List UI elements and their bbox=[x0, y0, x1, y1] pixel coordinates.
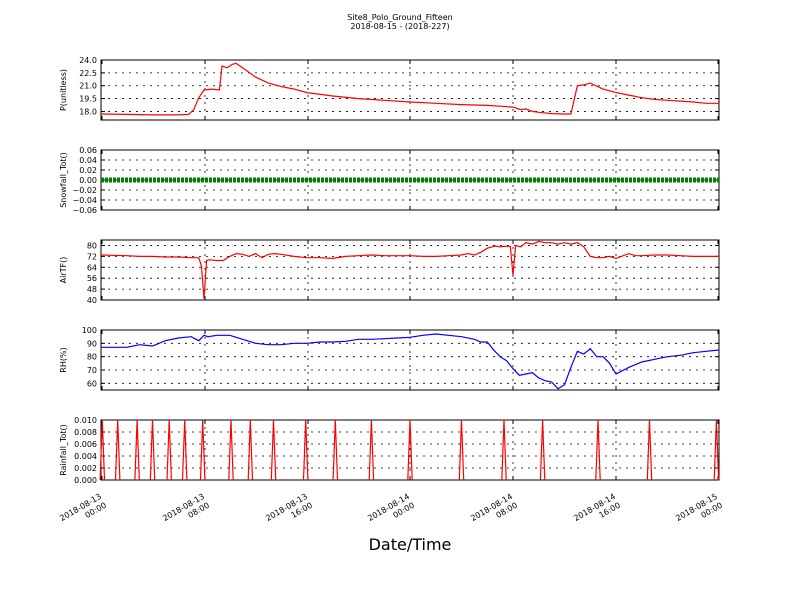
rain-spike bbox=[149, 419, 156, 481]
y-tick-label: 90 bbox=[87, 339, 97, 348]
rain-spike bbox=[166, 419, 172, 481]
y-tick-label: 40 bbox=[87, 296, 97, 305]
y-tick-label: 56 bbox=[87, 274, 97, 283]
rain-spike bbox=[228, 419, 234, 481]
y-tick-label: 0.04 bbox=[79, 156, 97, 165]
figure-subtitle: 2018-08-15 - (2018-227) bbox=[350, 22, 449, 31]
y-tick-label: 72 bbox=[87, 252, 97, 261]
y-tick-label: 60 bbox=[87, 379, 97, 388]
rain-spike bbox=[247, 419, 254, 481]
y-tick-label: 70 bbox=[87, 366, 97, 375]
rain-spike bbox=[99, 419, 106, 481]
rain-spike bbox=[181, 419, 188, 481]
rain-spike bbox=[114, 419, 121, 481]
y-axis-label: Snowfall_Tot() bbox=[59, 152, 68, 208]
rain-spike bbox=[501, 419, 507, 481]
y-tick-label: 0.002 bbox=[74, 464, 97, 473]
y-tick-label: 18.0 bbox=[79, 107, 97, 116]
y-tick-label: −0.04 bbox=[72, 196, 97, 205]
y-tick-label: 0.00 bbox=[79, 176, 97, 185]
y-tick-label: 24.0 bbox=[79, 56, 97, 65]
rain-spike bbox=[646, 419, 653, 481]
y-tick-label: 0.000 bbox=[74, 476, 97, 485]
figure-title: Site8_Polo_Ground_Fifteen bbox=[347, 13, 452, 22]
y-tick-label: 64 bbox=[87, 263, 97, 272]
y-tick-label: 19.5 bbox=[79, 95, 97, 104]
panel-1: 18.0 19.5 21.0 22.5 24.0 P(unitless) bbox=[59, 56, 720, 121]
y-tick-label: 80 bbox=[87, 241, 97, 250]
rain-spike bbox=[199, 419, 206, 481]
y-axis-label: RH(%) bbox=[59, 347, 68, 372]
rain-spike bbox=[539, 419, 546, 481]
y-tick-label: 48 bbox=[87, 285, 97, 294]
y-tick-label: 22.5 bbox=[79, 69, 97, 78]
y-tick-label: 0.006 bbox=[74, 440, 97, 449]
rain-spike bbox=[332, 419, 339, 481]
panel-4: 60 70 80 90 100 RH(%) bbox=[59, 326, 720, 391]
rain-spike bbox=[270, 419, 277, 481]
y-tick-label: 0.008 bbox=[74, 428, 97, 437]
rain-spike bbox=[595, 419, 601, 481]
y-tick-label: −0.06 bbox=[72, 206, 97, 215]
y-tick-label: 0.02 bbox=[79, 166, 97, 175]
y-tick-label: 0.06 bbox=[79, 146, 97, 155]
panel-3: 40 48 56 64 72 80 AirTF() bbox=[59, 239, 720, 305]
y-tick-label: 21.0 bbox=[79, 82, 97, 91]
y-tick-label: 80 bbox=[87, 353, 97, 362]
y-tick-label: 100 bbox=[82, 326, 97, 335]
panel-2: −0.06−0.04−0.020.000.020.040.06 Snowfall_… bbox=[59, 146, 720, 215]
y-axis-label: AirTF() bbox=[59, 257, 68, 284]
x-axis-label: Date/Time bbox=[369, 535, 452, 554]
rain-spike bbox=[713, 419, 720, 481]
rain-spike bbox=[302, 419, 309, 481]
series-line bbox=[100, 62, 719, 116]
series-line bbox=[101, 333, 720, 390]
rain-spike bbox=[407, 419, 413, 481]
rain-spike bbox=[134, 419, 140, 481]
y-tick-label: 0.004 bbox=[74, 452, 97, 461]
rain-spike bbox=[458, 419, 465, 481]
y-tick-label: −0.02 bbox=[72, 186, 97, 195]
series-line bbox=[100, 240, 719, 299]
rain-spike bbox=[368, 419, 375, 481]
y-tick-label: 0.010 bbox=[74, 416, 97, 425]
y-axis-label: Rainfall_Tot() bbox=[59, 424, 68, 476]
y-axis-label: P(unitless) bbox=[59, 69, 68, 111]
